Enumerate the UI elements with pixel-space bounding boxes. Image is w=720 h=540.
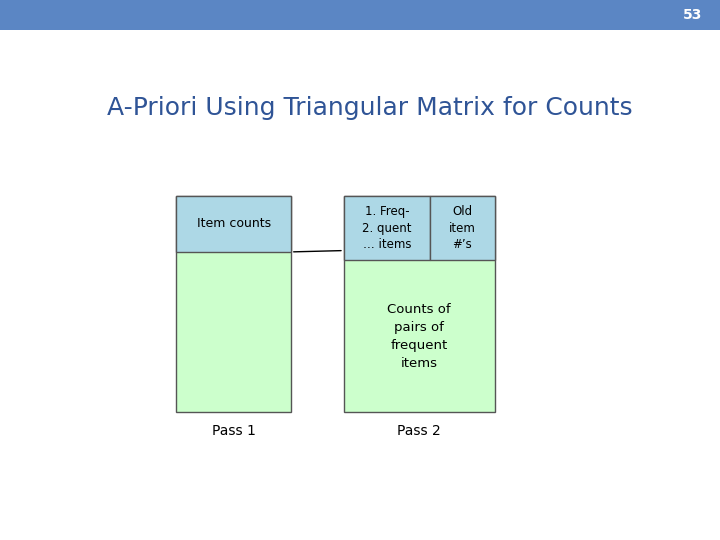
Text: Pass 2: Pass 2 [397, 424, 441, 438]
Text: Counts of
pairs of
frequent
items: Counts of pairs of frequent items [387, 302, 451, 369]
Text: 1. Freq-
2. quent
… items: 1. Freq- 2. quent … items [362, 205, 412, 251]
Text: Old
item
#’s: Old item #’s [449, 205, 476, 251]
Text: 53: 53 [683, 8, 702, 22]
Bar [431, 196, 495, 260]
Bar [344, 196, 495, 412]
Text: Pass 1: Pass 1 [212, 424, 256, 438]
Bar [176, 196, 291, 252]
Bar [344, 196, 431, 260]
Text: Item counts: Item counts [197, 217, 271, 231]
Bar [176, 196, 291, 412]
Text: A-Priori Using Triangular Matrix for Counts: A-Priori Using Triangular Matrix for Cou… [107, 97, 632, 120]
